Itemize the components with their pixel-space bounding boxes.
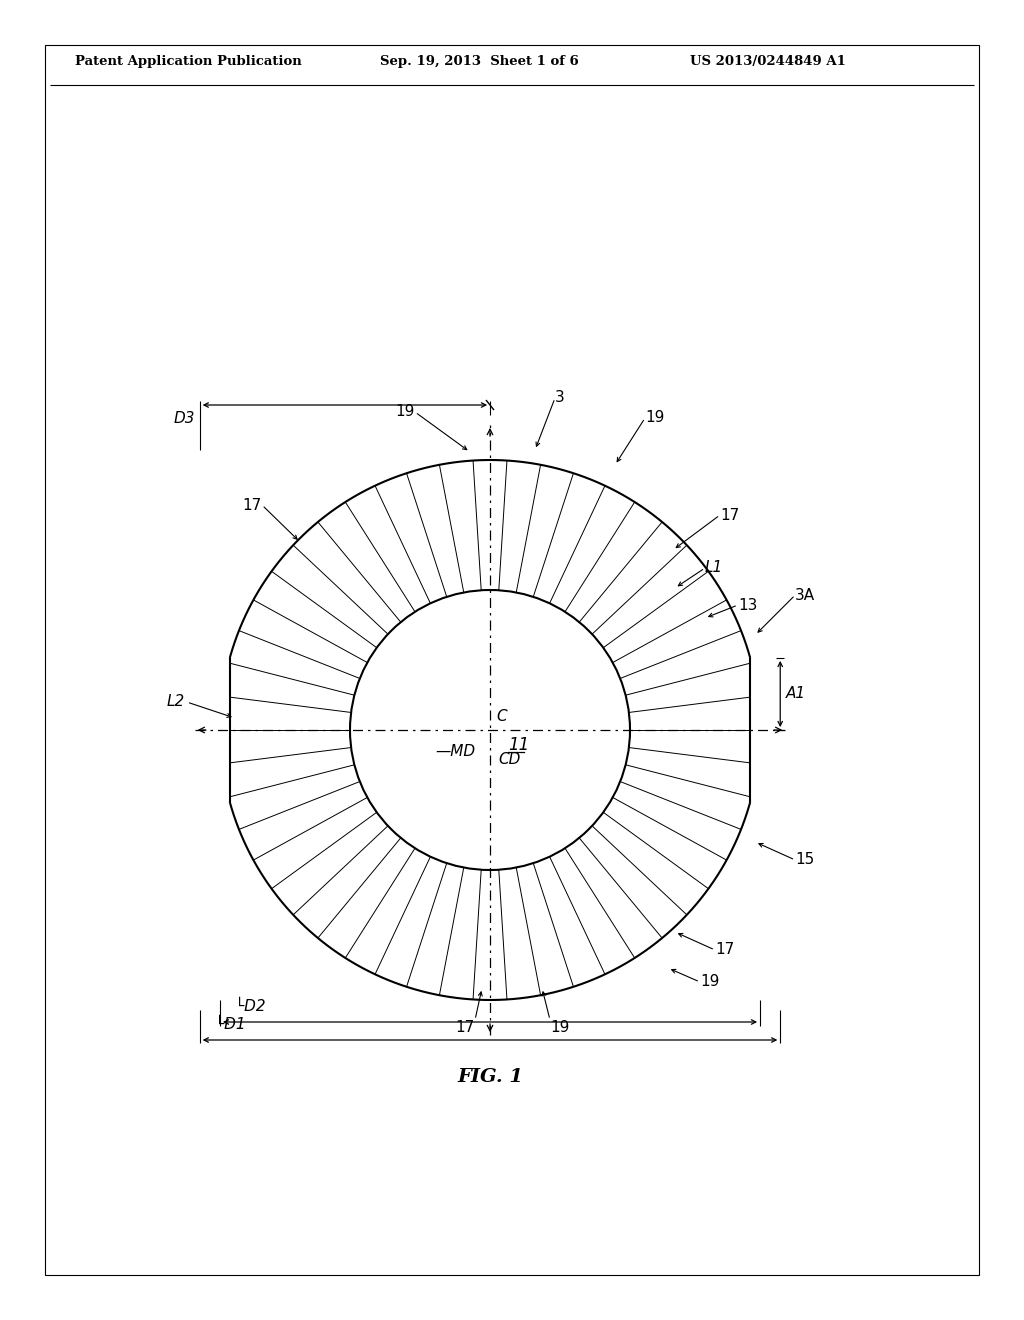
Text: L2: L2 — [167, 694, 184, 710]
Text: US 2013/0244849 A1: US 2013/0244849 A1 — [690, 55, 846, 69]
Text: 11: 11 — [508, 737, 529, 754]
Text: 17: 17 — [456, 1020, 475, 1035]
Text: C: C — [496, 709, 507, 723]
Text: 3: 3 — [555, 391, 565, 405]
Text: D3: D3 — [173, 411, 195, 426]
Text: 3A: 3A — [796, 587, 815, 602]
Text: └D2: └D2 — [234, 999, 265, 1014]
Text: 13: 13 — [738, 598, 758, 612]
Text: FIG. 1: FIG. 1 — [457, 1068, 523, 1086]
Text: └D1: └D1 — [215, 1016, 246, 1032]
Text: 19: 19 — [700, 974, 720, 990]
Text: 19: 19 — [645, 411, 665, 425]
Text: A1: A1 — [786, 686, 806, 701]
Text: 19: 19 — [550, 1020, 569, 1035]
Text: 17: 17 — [243, 498, 262, 512]
Text: CD: CD — [498, 752, 520, 767]
Text: 17: 17 — [720, 507, 739, 523]
Text: L1: L1 — [705, 561, 723, 576]
Text: 19: 19 — [395, 404, 415, 420]
Text: —MD: —MD — [435, 744, 475, 759]
Text: 17: 17 — [715, 942, 734, 957]
Text: Sep. 19, 2013  Sheet 1 of 6: Sep. 19, 2013 Sheet 1 of 6 — [380, 55, 579, 69]
Text: Patent Application Publication: Patent Application Publication — [75, 55, 302, 69]
Text: 15: 15 — [796, 853, 814, 867]
